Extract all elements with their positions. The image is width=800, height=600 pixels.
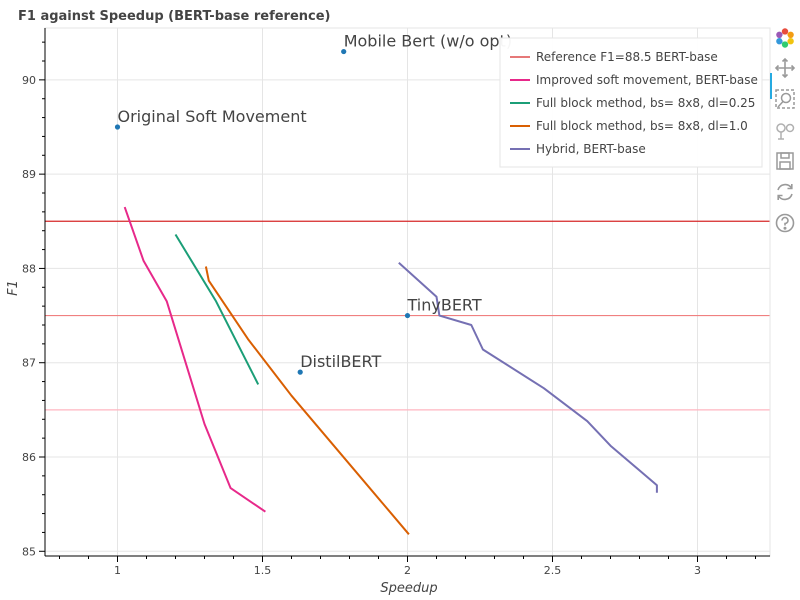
point-label: TinyBERT [407,296,482,315]
toolbar [770,20,800,260]
legend-label: Reference F1=88.5 BERT-base [536,50,718,64]
point-label: DistilBERT [300,352,381,371]
box-zoom-icon[interactable] [774,88,796,110]
y-axis: 85 86 87 88 89 90 [22,28,46,558]
series-line [398,262,658,493]
x-axis: 1 1.5 2 2.5 3 [45,555,770,577]
x-tick-label: 1.5 [254,564,272,577]
scatter-point [341,48,347,55]
y-tick-label: 90 [22,74,36,87]
reset-icon[interactable] [774,181,796,203]
legend-box [499,37,763,168]
bokeh-logo-icon[interactable] [774,27,796,49]
legend-label: Hybrid, BERT-base [536,142,646,156]
pan-icon[interactable] [774,57,796,79]
save-icon[interactable] [774,150,796,172]
x-tick-label: 2 [404,564,411,577]
y-tick-label: 88 [22,262,36,275]
series-line [174,233,260,385]
scatter-point [297,369,303,375]
chart-title: F1 against Speedup (BERT-base reference) [18,9,331,24]
y-tick-label: 89 [22,168,36,181]
legend: Reference F1=88.5 BERT-base Improved soft… [499,37,763,168]
point-label: Mobile Bert (w/o opt) [344,32,512,51]
labeled-points: Original Soft Movement Mobile Bert (w/o o… [114,32,512,375]
y-tick-label: 87 [22,357,36,370]
series-lines [123,206,658,535]
x-axis-label: Speedup [380,581,437,596]
legend-label: Full block method, bs= 8x8, dl=0.25 [536,96,755,110]
series-line [204,266,410,535]
x-tick-label: 3 [694,564,701,577]
legend-label: Full block method, bs= 8x8, dl=1.0 [536,119,748,133]
x-tick-label: 2.5 [544,564,562,577]
scatter-point [114,124,121,130]
x-tick-label: 1 [114,564,121,577]
legend-label: Improved soft movement, BERT-base [536,73,758,87]
point-label: Original Soft Movement [118,107,307,126]
series-line [123,206,266,513]
scatter-point [404,312,411,319]
y-axis-label: F1 [6,280,21,296]
active-tool-indicator [770,73,772,99]
wheel-zoom-icon[interactable] [774,119,796,141]
help-icon[interactable] [774,212,796,234]
y-tick-label: 86 [22,451,36,464]
y-tick-label: 85 [22,545,36,558]
